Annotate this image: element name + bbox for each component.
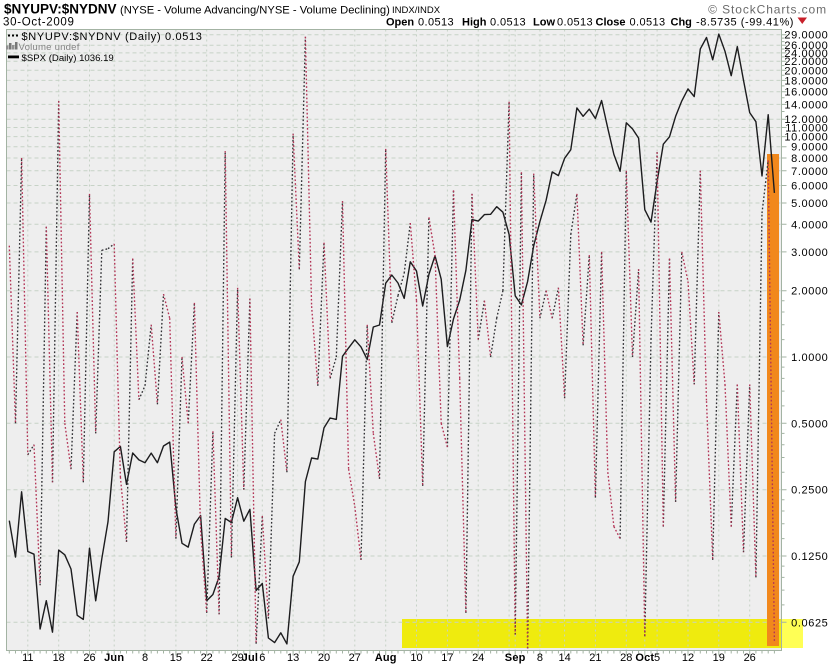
svg-text:17: 17 [441, 652, 453, 664]
svg-text:Sep: Sep [505, 652, 526, 664]
svg-text:7.0000: 7.0000 [791, 166, 828, 178]
svg-text:High: High [462, 17, 487, 29]
svg-text:-8.5735 (-99.41%): -8.5735 (-99.41%) [696, 17, 794, 29]
svg-text:Jun: Jun [104, 652, 124, 664]
svg-text:0.1250: 0.1250 [791, 551, 828, 563]
svg-text:0.0625: 0.0625 [791, 617, 828, 629]
svg-text:0.5000: 0.5000 [791, 418, 828, 430]
svg-text:Close: Close [596, 17, 626, 29]
svg-text:20.0000: 20.0000 [784, 65, 828, 77]
svg-text:9.0000: 9.0000 [791, 142, 828, 154]
svg-text:1.0000: 1.0000 [791, 352, 828, 364]
svg-text:0.0513: 0.0513 [418, 17, 454, 29]
svg-text:28: 28 [620, 652, 632, 664]
svg-text:29: 29 [231, 652, 243, 664]
svg-text:Chg: Chg [671, 17, 692, 29]
svg-text:26: 26 [744, 652, 756, 664]
svg-text:8: 8 [537, 652, 543, 664]
svg-text:6: 6 [259, 652, 265, 664]
svg-text:11.0000: 11.0000 [785, 123, 828, 135]
svg-text:27: 27 [349, 652, 361, 664]
svg-text:$NYUPV:$NYDNV: $NYUPV:$NYDNV [4, 2, 117, 17]
svg-text:12.0000: 12.0000 [784, 114, 828, 126]
svg-text:24: 24 [472, 652, 484, 664]
svg-text:0.0513: 0.0513 [557, 17, 593, 29]
svg-text:(NYSE - Volume Advancing/NYSE: (NYSE - Volume Advancing/NYSE - Volume D… [120, 5, 390, 17]
svg-text:15: 15 [170, 652, 182, 664]
svg-text:21: 21 [589, 652, 601, 664]
svg-text:6.0000: 6.0000 [791, 181, 828, 193]
svg-text:10: 10 [410, 652, 422, 664]
svg-text:Low: Low [533, 17, 555, 29]
svg-text:14.0000: 14.0000 [784, 99, 828, 111]
svg-text:29.0000: 29.0000 [784, 30, 828, 42]
svg-text:$NYUPV:$NYDNV (Daily) 0.0513: $NYUPV:$NYDNV (Daily) 0.0513 [22, 31, 203, 43]
svg-text:26: 26 [83, 652, 95, 664]
svg-text:11: 11 [22, 652, 33, 664]
svg-text:$SPX (Daily) 1036.19: $SPX (Daily) 1036.19 [22, 53, 114, 64]
svg-text:INDX/INDX: INDX/INDX [392, 5, 441, 16]
svg-text:0.2500: 0.2500 [791, 485, 828, 497]
svg-text:0.0513: 0.0513 [630, 17, 666, 29]
svg-text:8: 8 [142, 652, 148, 664]
svg-text:10.0000: 10.0000 [784, 132, 828, 144]
svg-text:5: 5 [654, 652, 660, 664]
svg-text:4.0000: 4.0000 [791, 219, 828, 231]
svg-text:22.0000: 22.0000 [784, 56, 828, 68]
svg-text:5.0000: 5.0000 [791, 198, 828, 210]
svg-text:© StockCharts.com: © StockCharts.com [708, 3, 827, 17]
svg-text:30-Oct-2009: 30-Oct-2009 [3, 17, 75, 29]
svg-text:24.0000: 24.0000 [784, 48, 828, 60]
svg-text:18: 18 [53, 652, 65, 664]
svg-text:2.0000: 2.0000 [791, 286, 828, 298]
svg-text:8.0000: 8.0000 [791, 153, 828, 165]
svg-text:Volume undef: Volume undef [19, 42, 80, 53]
svg-text:Aug: Aug [375, 652, 397, 664]
svg-text:Oct: Oct [635, 652, 654, 664]
svg-text:20: 20 [318, 652, 330, 664]
svg-text:Open: Open [386, 17, 414, 29]
svg-text:Jul: Jul [242, 652, 259, 664]
svg-text:19: 19 [713, 652, 725, 664]
svg-text:18.0000: 18.0000 [784, 75, 828, 87]
svg-text:16.0000: 16.0000 [784, 87, 828, 99]
svg-text:0.0513: 0.0513 [490, 17, 526, 29]
svg-text:22: 22 [201, 652, 213, 664]
svg-text:13: 13 [287, 652, 299, 664]
svg-text:3.0000: 3.0000 [791, 247, 828, 259]
svg-text:14: 14 [558, 652, 570, 664]
svg-text:26.0000: 26.0000 [784, 40, 828, 52]
svg-text:12: 12 [682, 652, 694, 664]
